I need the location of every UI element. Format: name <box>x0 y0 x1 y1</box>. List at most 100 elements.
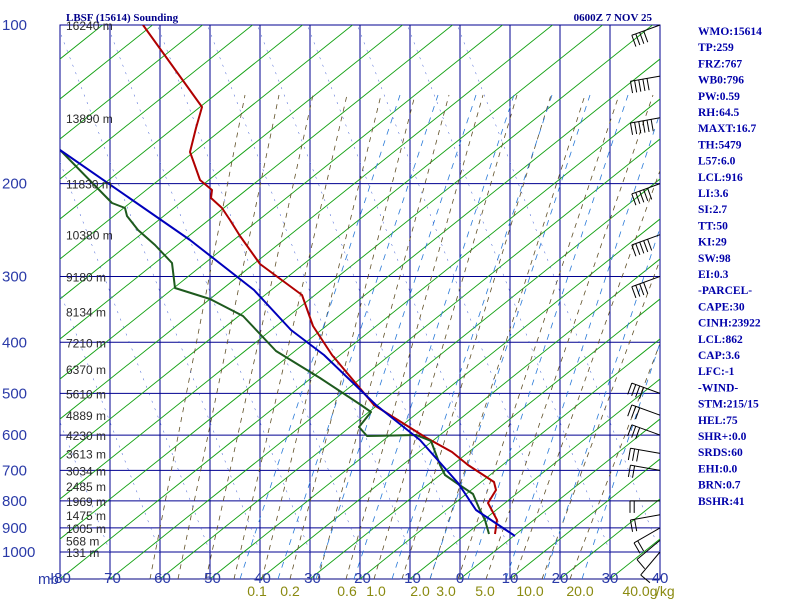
temperature-tick: -40 <box>249 570 271 587</box>
wind-barb <box>627 464 661 478</box>
index-line: FRZ:767 <box>698 58 742 70</box>
index-line: SI:2.7 <box>698 204 727 216</box>
mixing-ratio-line <box>581 341 660 579</box>
mixing-ratio-line <box>429 94 591 579</box>
pressure-tick-800: 800 <box>2 493 27 510</box>
height-label-400: 7210 m <box>66 336 106 350</box>
height-label-800: 1969 m <box>66 495 106 509</box>
wind-barb <box>627 447 661 462</box>
pressure-tick-600: 600 <box>2 427 27 444</box>
mixing-ratio-line <box>353 94 515 579</box>
pressure-tick-900: 900 <box>2 520 27 537</box>
mixing-ratio-tick: 0.2 <box>280 583 300 599</box>
moist-adiabat <box>401 94 552 579</box>
temperature-tick: 30 <box>602 570 619 587</box>
temperature-tick: -10 <box>399 570 421 587</box>
height-label-350: 8134 m <box>66 306 106 320</box>
index-line: STM:215/15 <box>698 399 759 411</box>
moist-adiabat <box>373 94 518 579</box>
dry-adiabat <box>509 458 660 579</box>
index-line: LCL:862 <box>698 334 743 346</box>
index-line: TH:5479 <box>698 139 742 151</box>
dry-adiabat <box>60 25 304 220</box>
wind-barb <box>631 234 661 257</box>
index-line: LI:3.6 <box>698 188 729 200</box>
wind-barb <box>629 514 661 532</box>
dry-adiabat <box>60 25 604 460</box>
dry-adiabat <box>60 25 354 260</box>
height-label-750: 2485 m <box>66 480 106 494</box>
mixing-ratio-tick: 10.0 <box>516 583 543 599</box>
dry-adiabat <box>459 418 660 579</box>
dry-adiabat <box>259 258 660 579</box>
dry-adiabat <box>60 25 654 500</box>
height-label-900: 1005 m <box>66 522 106 536</box>
dry-adiabat <box>359 338 660 579</box>
mixing-ratio-tick: 5.0 <box>475 583 495 599</box>
mixing-ratio-tick: 2.0 <box>410 583 430 599</box>
dry-adiabat <box>60 25 204 140</box>
dry-adiabat <box>60 25 504 380</box>
index-line: LCL:916 <box>698 172 743 184</box>
index-line: CINH:23922 <box>698 318 761 330</box>
moist-adiabat <box>261 94 382 579</box>
height-label-1000: 131 m <box>66 546 99 560</box>
mixing-ratio-tick: 20.0 <box>566 583 593 599</box>
wind-barb <box>629 500 660 513</box>
mixing-ratio-tick: 1.0 <box>366 583 386 599</box>
pressure-tick-400: 400 <box>2 334 27 351</box>
moist-adiabat <box>317 94 450 579</box>
wind-barb <box>627 424 661 440</box>
index-line: L57:6.0 <box>698 156 736 168</box>
mixing-ratio-line <box>467 94 629 579</box>
index-line: -PARCEL- <box>698 285 752 297</box>
index-line: EI:0.3 <box>698 269 729 281</box>
wind-barb <box>640 551 661 584</box>
temperature-profile <box>142 25 498 535</box>
pressure-tick-300: 300 <box>2 268 27 285</box>
mixing-ratio-line <box>391 94 553 579</box>
moist-adiabat <box>429 94 586 579</box>
pressure-axis-label: mb <box>38 571 59 588</box>
temperature-tick: -50 <box>199 570 221 587</box>
mixing-ratio-line <box>543 226 660 579</box>
dry-adiabat <box>159 178 660 579</box>
height-label-250: 10380 m <box>66 229 113 243</box>
wind-barb <box>627 404 661 420</box>
index-line: CAP:3.6 <box>698 350 740 362</box>
index-line: RH:64.5 <box>698 107 739 119</box>
dry-adiabat <box>109 138 660 579</box>
height-label-300: 9180 m <box>66 270 106 284</box>
dry-adiabat <box>209 218 660 579</box>
index-line: TP:259 <box>698 42 734 54</box>
moist-adiabat <box>233 94 348 579</box>
wind-barb <box>636 539 661 570</box>
height-label-500: 5610 m <box>66 387 106 401</box>
dry-adiabat <box>409 378 660 579</box>
index-line: SW:98 <box>698 253 731 265</box>
mixing-ratio-tick: 40.0g <box>622 583 657 599</box>
height-label-700: 3034 m <box>66 464 106 478</box>
wind-barb <box>629 75 661 94</box>
mixing-ratio-line <box>505 111 660 579</box>
wind-barb <box>629 117 661 135</box>
pressure-tick-700: 700 <box>2 462 27 479</box>
dry-adiabat <box>60 25 454 340</box>
wind-barb <box>631 275 661 299</box>
index-line: HEL:75 <box>698 415 738 427</box>
height-label-650: 3613 m <box>66 447 106 461</box>
temperature-tick: 10 <box>502 570 519 587</box>
index-line: WB0:796 <box>698 75 744 87</box>
height-label-550: 4889 m <box>66 409 106 423</box>
valid-time: 0600Z 7 NOV 25 <box>574 12 653 24</box>
wind-barb <box>627 382 661 399</box>
height-label-200: 11830 m <box>66 178 112 192</box>
pressure-tick-100: 100 <box>2 17 27 34</box>
dry-adiabat <box>60 58 660 540</box>
index-line: TT:50 <box>698 220 728 232</box>
mixing-ratio-line <box>277 94 439 579</box>
wind-barb <box>633 527 661 554</box>
